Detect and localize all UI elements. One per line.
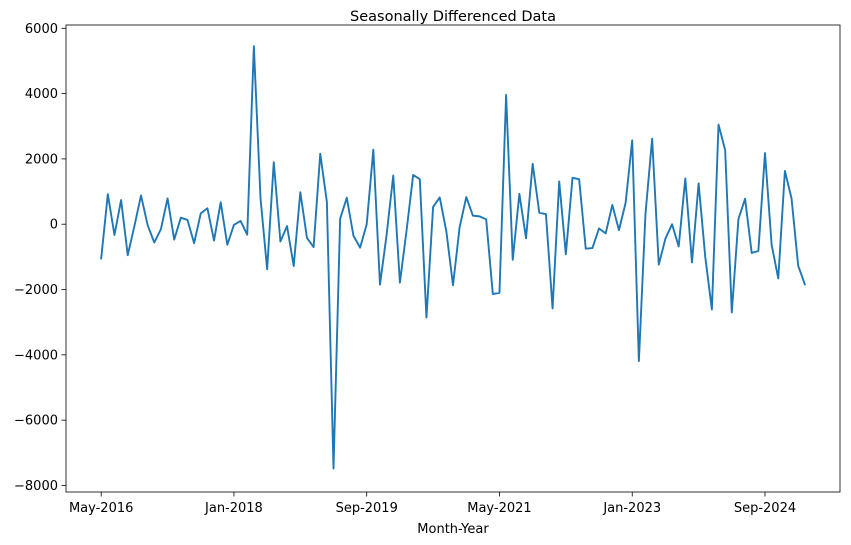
x-tick-label: May-2016 (69, 501, 133, 516)
y-tick-label: −2000 (14, 283, 58, 298)
y-tick-label: −8000 (14, 479, 58, 494)
x-axis: May-2016 Jan-2018 Sep-2019 May-2021 Jan-2023… (69, 492, 796, 516)
plot-area (65, 24, 841, 493)
x-tick-label: Sep-2024 (734, 501, 796, 516)
y-tick-label: 2000 (25, 152, 58, 167)
y-tick-label: 0 (50, 218, 58, 233)
y-axis: −8000 −6000 −4000 −2000 0 2000 4000 6000 (14, 22, 66, 494)
y-tick-label: −4000 (14, 348, 58, 363)
x-axis-label: Month-Year (417, 522, 489, 537)
x-tick-label: Jan-2023 (602, 501, 661, 516)
series-line (100, 45, 807, 470)
y-tick-label: 4000 (25, 87, 58, 102)
y-tick-label: −6000 (14, 414, 58, 429)
series-layer (100, 45, 807, 470)
x-tick-label: May-2021 (467, 501, 531, 516)
x-tick-label: Sep-2019 (336, 501, 398, 516)
plot-frame (65, 24, 841, 493)
y-tick-label: 6000 (25, 22, 58, 37)
x-tick-label: Jan-2018 (204, 501, 263, 516)
chart-title: Seasonally Differenced Data (350, 9, 556, 25)
